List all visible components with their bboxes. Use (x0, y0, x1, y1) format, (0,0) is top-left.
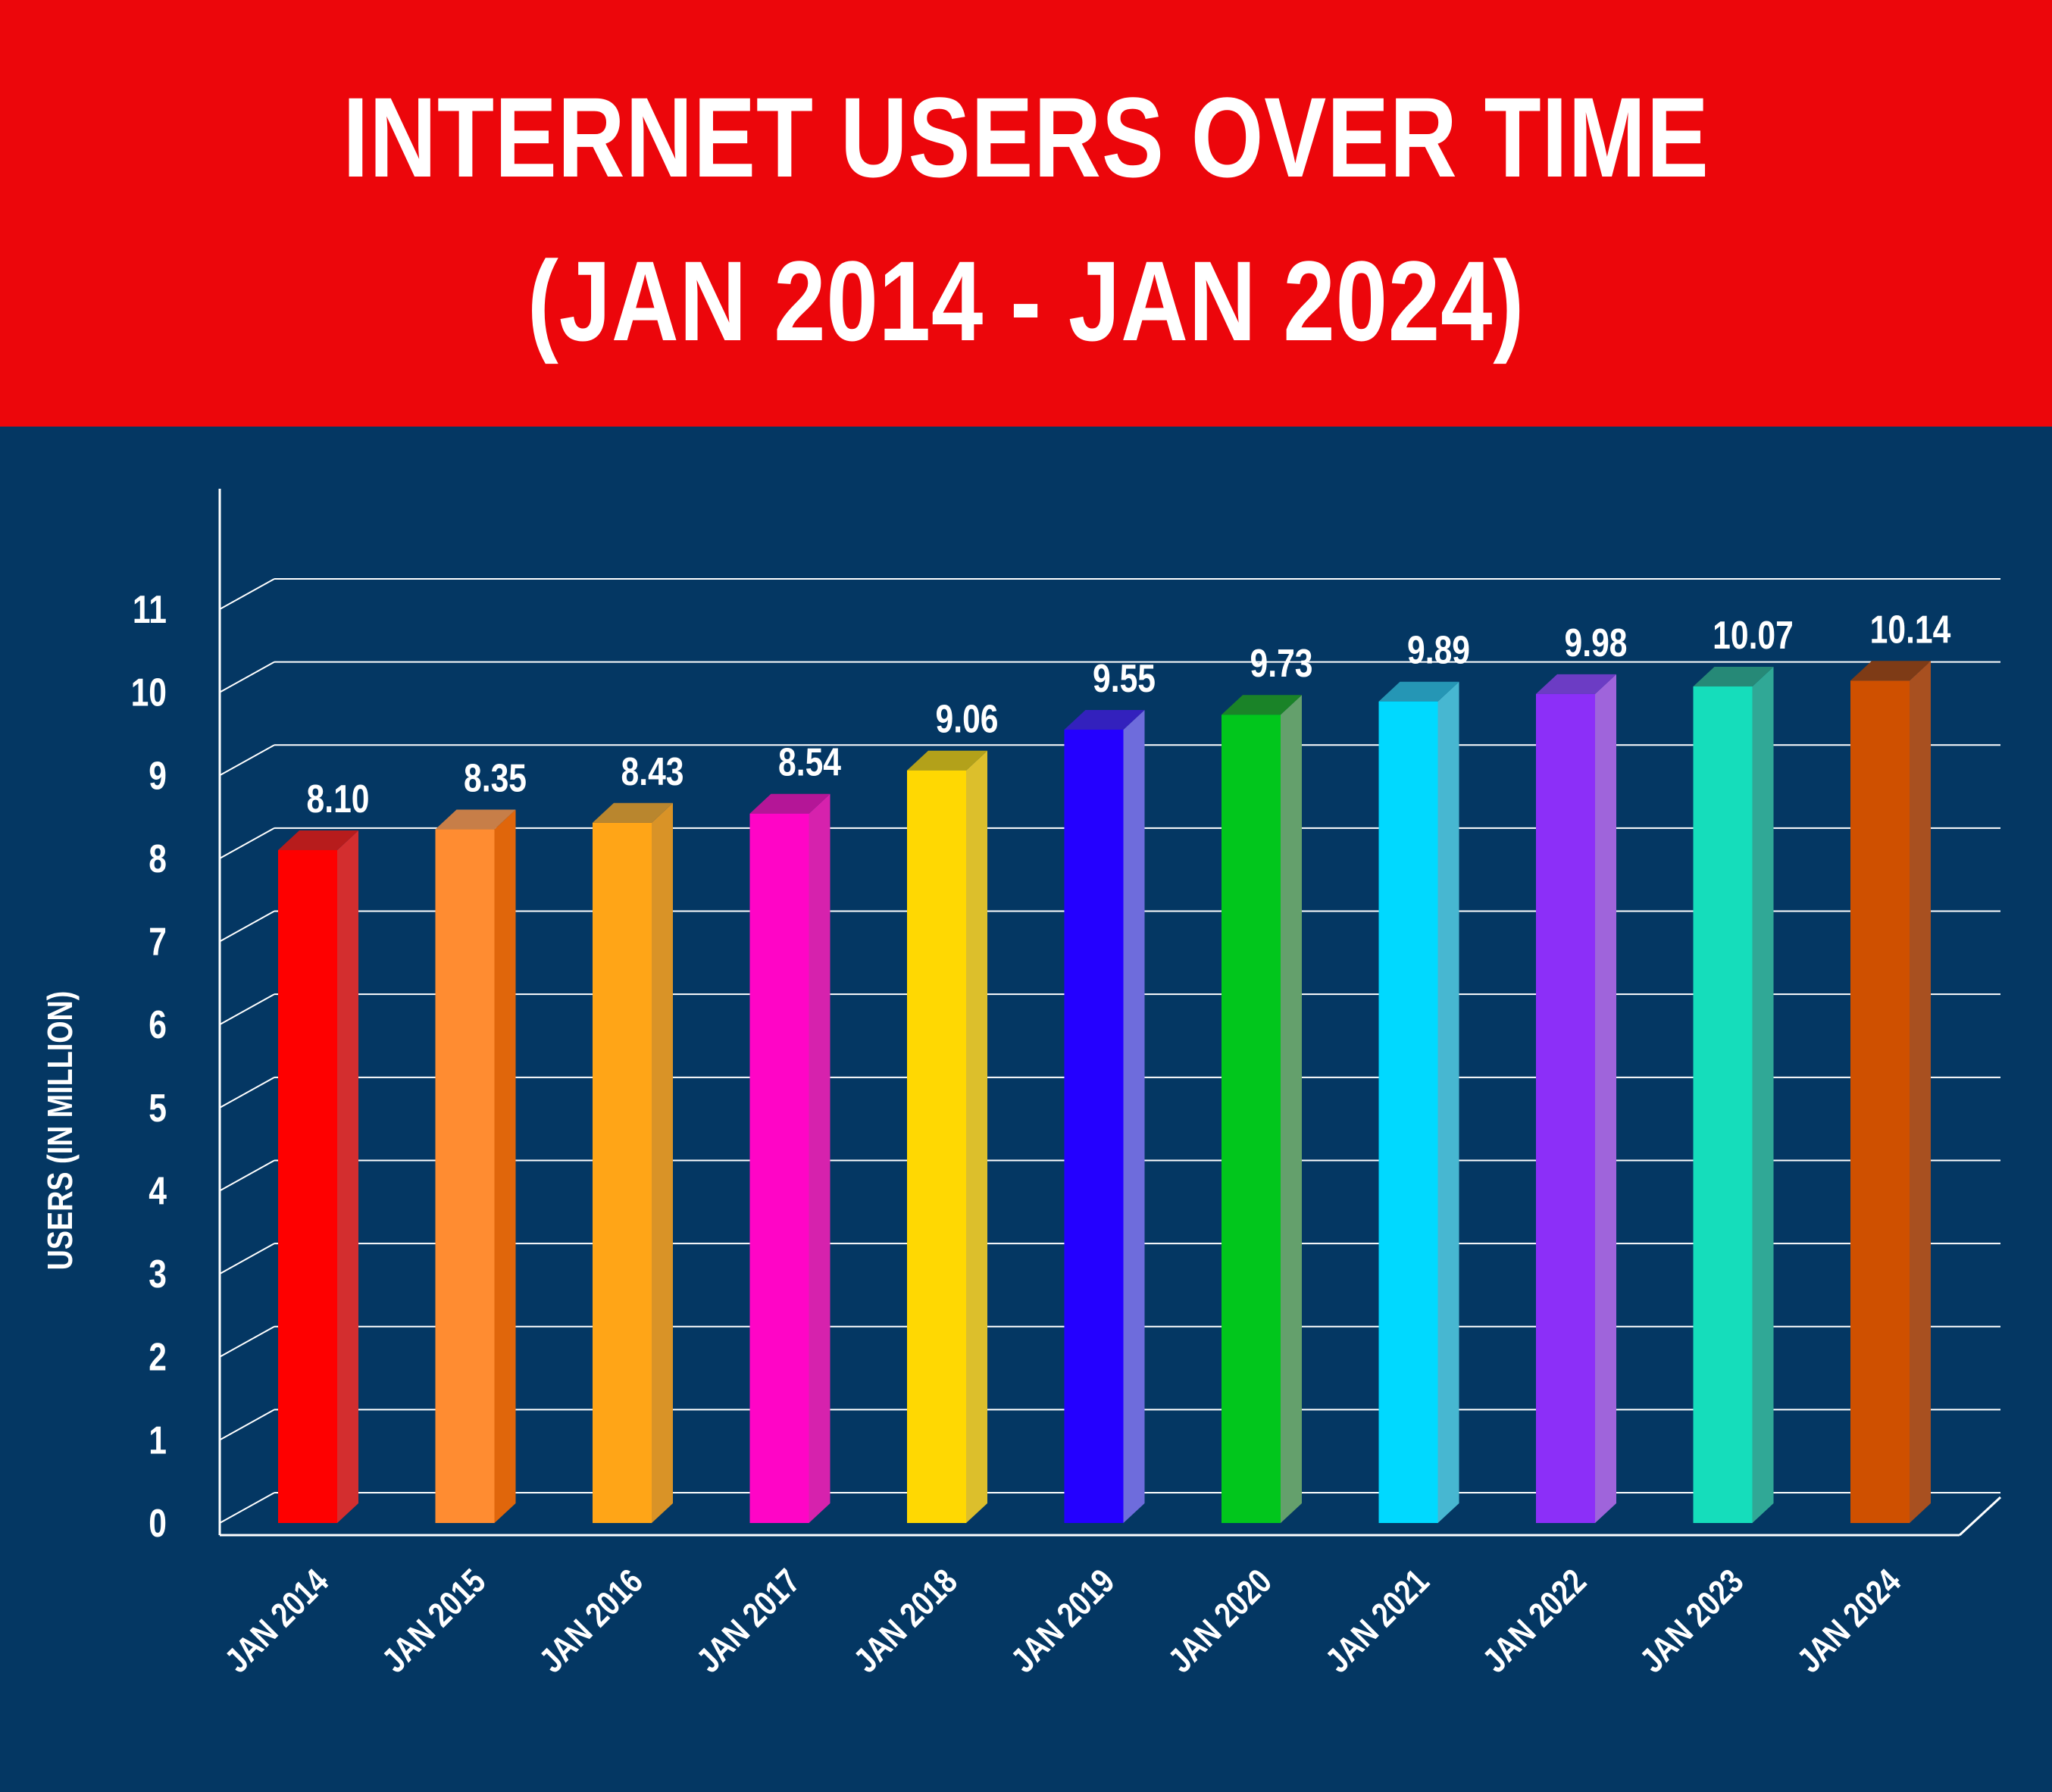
bar-side-face (966, 750, 987, 1523)
bar-jan-2021 (1378, 681, 1459, 1524)
bar-value-label: 10.07 (1713, 614, 1794, 658)
bar-jan-2023 (1693, 666, 1774, 1523)
bar-front-face (907, 770, 966, 1523)
bar-jan-2020 (1222, 695, 1302, 1523)
bar-front-face (1064, 729, 1124, 1524)
bar-jan-2024 (1850, 661, 1931, 1523)
x-tick-label: JAN 2015 (374, 1562, 493, 1680)
y-tick-label: 1 (149, 1418, 167, 1462)
y-tick-label: 5 (149, 1087, 167, 1131)
bar-jan-2015 (435, 809, 516, 1523)
bar-value-label: 9.73 (1250, 642, 1313, 686)
bar-front-face (1536, 693, 1595, 1523)
axis-layer: 0 1 2 3 4 5 6 7 8 9 10 11 (131, 489, 2002, 1546)
bar-front-face (435, 829, 495, 1523)
bar-side-face (1437, 681, 1459, 1524)
bar-jan-2016 (593, 802, 673, 1523)
gridline-diagonal (219, 1076, 275, 1109)
bar-jan-2022 (1536, 674, 1616, 1523)
bar-side-face (337, 830, 358, 1523)
x-tick-label: JAN 2022 (1475, 1562, 1594, 1680)
y-tick-label: 2 (149, 1336, 167, 1380)
y-tick-label: 11 (133, 588, 167, 632)
bar-front-face (593, 822, 652, 1523)
y-axis-title: USERS (IN MILLION) (40, 991, 79, 1271)
y-tick-label: 3 (149, 1253, 167, 1296)
bar-value-label: 9.98 (1565, 621, 1628, 665)
gridline-diagonal (219, 1492, 275, 1524)
bar-value-label: 9.55 (1093, 657, 1156, 701)
y-tick-label: 8 (149, 837, 167, 881)
bar-jan-2017 (749, 793, 830, 1523)
gridline-diagonal (219, 1159, 275, 1192)
bar-top-face (1064, 709, 1145, 730)
floor-edge-line (1958, 1496, 2002, 1537)
bar-value-label: 8.10 (307, 777, 370, 821)
bar-layer (278, 661, 1931, 1524)
bar-jan-2018 (907, 750, 987, 1523)
gridline-diagonal (219, 827, 275, 859)
bar-front-face (1850, 680, 1910, 1523)
bar-side-face (1281, 695, 1302, 1523)
chart-title-line-2: (JAN 2014 - JAN 2024) (527, 237, 1525, 364)
bar-front-face (749, 813, 809, 1523)
bar-side-face (652, 802, 673, 1523)
gridline-diagonal (219, 661, 275, 693)
bar-side-face (1752, 666, 1774, 1523)
bar-top-face (435, 809, 516, 830)
y-tick-label: 6 (149, 1003, 167, 1047)
gridline-diagonal (219, 993, 275, 1026)
gridline-diagonal (219, 1409, 275, 1441)
bar-value-label: 9.06 (936, 698, 999, 742)
bar-value-label: 8.43 (621, 750, 684, 794)
bar-value-label: 9.89 (1407, 629, 1470, 673)
bar-top-face (749, 793, 830, 814)
title-banner: INTERNET USERS OVER TIME (JAN 2014 - JAN… (0, 0, 2052, 427)
x-tick-label: JAN 2021 (1318, 1562, 1436, 1680)
gridline-diagonal (219, 1243, 275, 1274)
bar-front-face (1378, 701, 1438, 1524)
gridline-diagonal (219, 910, 275, 943)
bar-side-face (809, 793, 830, 1523)
bar-top-face (1378, 681, 1459, 702)
bar-top-face (1222, 695, 1302, 715)
bar-value-label: 8.54 (778, 741, 841, 785)
x-tick-label: JAN 2019 (1003, 1562, 1121, 1680)
gridline-diagonal (219, 744, 275, 777)
y-tick-label: 4 (149, 1170, 167, 1214)
bar-side-face (1595, 674, 1616, 1523)
gridline-diagonal (219, 578, 275, 610)
bar-top-face (1850, 661, 1931, 681)
bar-top-face (1536, 674, 1616, 694)
y-tick-label: 7 (149, 921, 167, 965)
bar-top-face (1693, 666, 1774, 686)
bar-side-face (1123, 709, 1145, 1524)
bar-top-face (593, 802, 673, 823)
bar-front-face (1693, 686, 1753, 1523)
gridline-diagonal (219, 1325, 275, 1358)
x-tick-label: JAN 2016 (532, 1562, 650, 1680)
y-tick-label: 10 (131, 671, 167, 715)
bar-jan-2014 (278, 830, 358, 1523)
x-tick-label: JAN 2020 (1161, 1562, 1279, 1680)
x-tick-label: JAN 2023 (1632, 1562, 1750, 1680)
bar-value-label: 10.14 (1870, 608, 1951, 652)
x-tick-label: JAN 2014 (217, 1561, 336, 1680)
bar-jan-2019 (1064, 709, 1145, 1524)
y-tick-label: 0 (149, 1502, 167, 1546)
x-tick-label: JAN 2017 (689, 1562, 807, 1680)
bar-side-face (1910, 661, 1931, 1523)
bar-top-face (278, 830, 358, 850)
chart-title-line-1: INTERNET USERS OVER TIME (343, 73, 1709, 201)
x-tick-label: JAN 2024 (1790, 1561, 1909, 1680)
y-tick-label: 9 (149, 754, 167, 798)
bar-front-face (278, 849, 337, 1523)
x-tick-label: JAN 2018 (846, 1562, 965, 1680)
bar-top-face (907, 750, 987, 771)
bar-side-face (494, 809, 516, 1523)
bar-front-face (1222, 715, 1281, 1523)
bar-value-label: 8.35 (464, 757, 527, 801)
